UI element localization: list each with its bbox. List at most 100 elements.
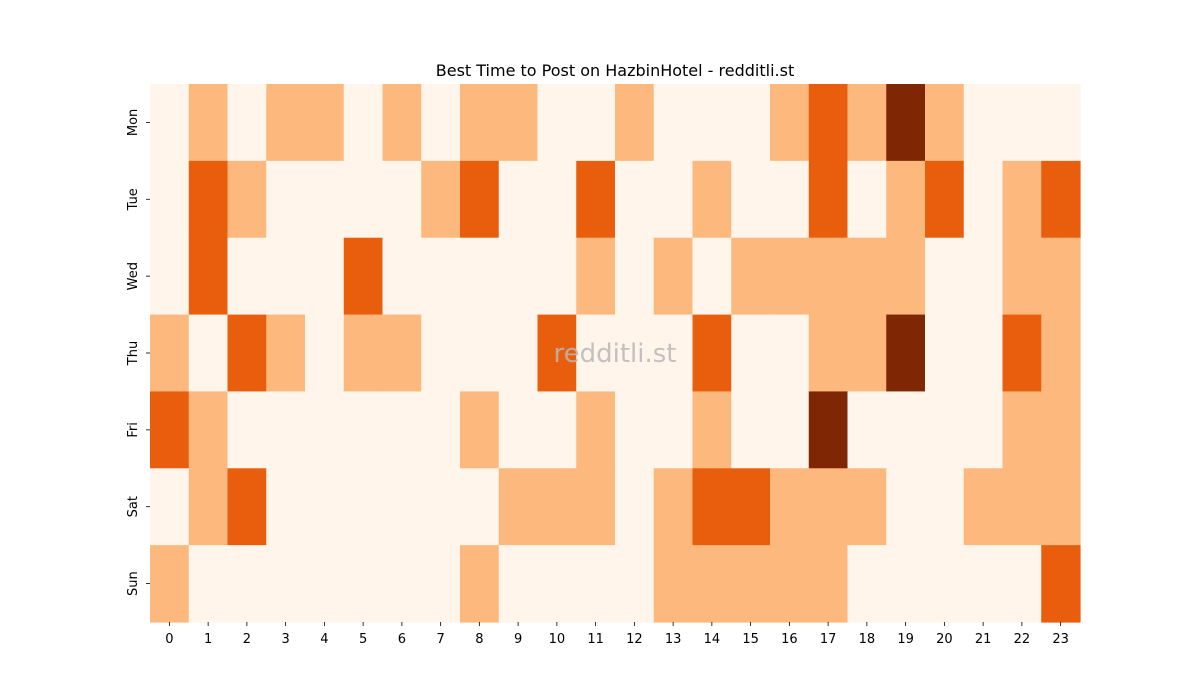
heatmap-cell [770, 545, 810, 623]
heatmap-cell [382, 237, 422, 316]
heatmap-cell [653, 314, 694, 393]
x-tick-label: 1 [204, 632, 212, 647]
heatmap-cell [615, 237, 655, 316]
y-tick-label: Tue [126, 188, 141, 211]
heatmap-cell [808, 545, 849, 623]
heatmap-cell [692, 391, 732, 469]
heatmap-cell [1041, 237, 1081, 316]
heatmap-cell [886, 545, 926, 623]
x-tick-label: 19 [897, 632, 914, 647]
heatmap-cell [808, 160, 849, 239]
heatmap-cell [808, 314, 849, 393]
heatmap-cell [343, 391, 384, 469]
heatmap-cell [925, 84, 965, 162]
heatmap-cell [150, 545, 190, 623]
y-tick-label: Mon [126, 109, 141, 136]
heatmap-cell [1041, 545, 1081, 623]
heatmap-cell [653, 160, 694, 239]
heatmap-cell [692, 468, 732, 546]
heatmap-cell [460, 545, 500, 623]
heatmap-cell [963, 160, 1004, 239]
heatmap-cell [421, 314, 461, 393]
heatmap-cell [731, 237, 771, 316]
heatmap-cell [498, 391, 539, 469]
heatmap-cell [1041, 391, 1081, 469]
heatmap-cell [770, 160, 810, 239]
x-tick-label: 18 [859, 632, 876, 647]
heatmap-cell [498, 314, 539, 393]
heatmap-cell [188, 545, 229, 623]
heatmap-cell [498, 160, 539, 239]
heatmap-cell [382, 545, 422, 623]
heatmap-cell [537, 391, 577, 469]
heatmap-cell [460, 237, 500, 316]
x-tick-label: 13 [665, 632, 682, 647]
heatmap-cell [692, 84, 732, 162]
heatmap-cell [847, 84, 887, 162]
heatmap-cell [886, 160, 926, 239]
heatmap-cell [266, 468, 306, 546]
heatmap-cell [266, 237, 306, 316]
heatmap-cell [382, 468, 422, 546]
heatmap-cell [1002, 160, 1042, 239]
heatmap-cell [1002, 391, 1042, 469]
heatmap-cell [576, 237, 616, 316]
x-tick-label: 14 [704, 632, 721, 647]
heatmap-cell [576, 160, 616, 239]
x-tick-label: 10 [549, 632, 566, 647]
heatmap-cell [188, 314, 229, 393]
heatmap-cell [692, 545, 732, 623]
heatmap-cell [227, 84, 267, 162]
heatmap-cell [963, 314, 1004, 393]
x-tick-label: 3 [281, 632, 289, 647]
heatmap-cell [615, 160, 655, 239]
heatmap-cell [150, 391, 190, 469]
heatmap-cell [305, 237, 345, 316]
heatmap-cell [537, 545, 577, 623]
heatmap-cell [576, 468, 616, 546]
heatmap-cell [925, 391, 965, 469]
heatmap-cell [188, 391, 229, 469]
x-tick-label: 2 [243, 632, 251, 647]
x-tick-label: 4 [320, 632, 328, 647]
heatmap-cell [1002, 545, 1042, 623]
heatmap-cell [421, 237, 461, 316]
heatmap-cell [886, 391, 926, 469]
y-tick-label: Fri [126, 422, 141, 438]
heatmap-cell [343, 468, 384, 546]
heatmap-cell [653, 84, 694, 162]
heatmap-cell [421, 160, 461, 239]
heatmap-cell [886, 84, 926, 162]
heatmap-cell [886, 314, 926, 393]
heatmap-cell [847, 468, 887, 546]
heatmap-cell [615, 314, 655, 393]
heatmap-cell [343, 314, 384, 393]
heatmap-cell [537, 468, 577, 546]
heatmap-cell [963, 391, 1004, 469]
heatmap-cell [460, 160, 500, 239]
heatmap-cell [460, 314, 500, 393]
heatmap-cell [537, 237, 577, 316]
x-tick-label: 12 [626, 632, 643, 647]
heatmap-cell [847, 314, 887, 393]
heatmap-cell [770, 84, 810, 162]
heatmap-cell [227, 314, 267, 393]
x-tick-label: 22 [1014, 632, 1031, 647]
heatmap-cell [770, 391, 810, 469]
heatmap-cell [188, 84, 229, 162]
chart-title: Best Time to Post on HazbinHotel - reddi… [436, 61, 794, 80]
heatmap-cell [963, 237, 1004, 316]
heatmap-cell [382, 160, 422, 239]
heatmap-cell [460, 391, 500, 469]
heatmap-cell [460, 468, 500, 546]
heatmap-cell [847, 237, 887, 316]
heatmap-cell [460, 84, 500, 162]
heatmap-cell [343, 545, 384, 623]
heatmap-cells [150, 84, 1081, 623]
heatmap-cell [847, 160, 887, 239]
watermark: redditli.st [554, 339, 677, 369]
x-tick-label: 21 [975, 632, 992, 647]
x-tick-label: 15 [742, 632, 759, 647]
x-tick-label: 17 [820, 632, 837, 647]
